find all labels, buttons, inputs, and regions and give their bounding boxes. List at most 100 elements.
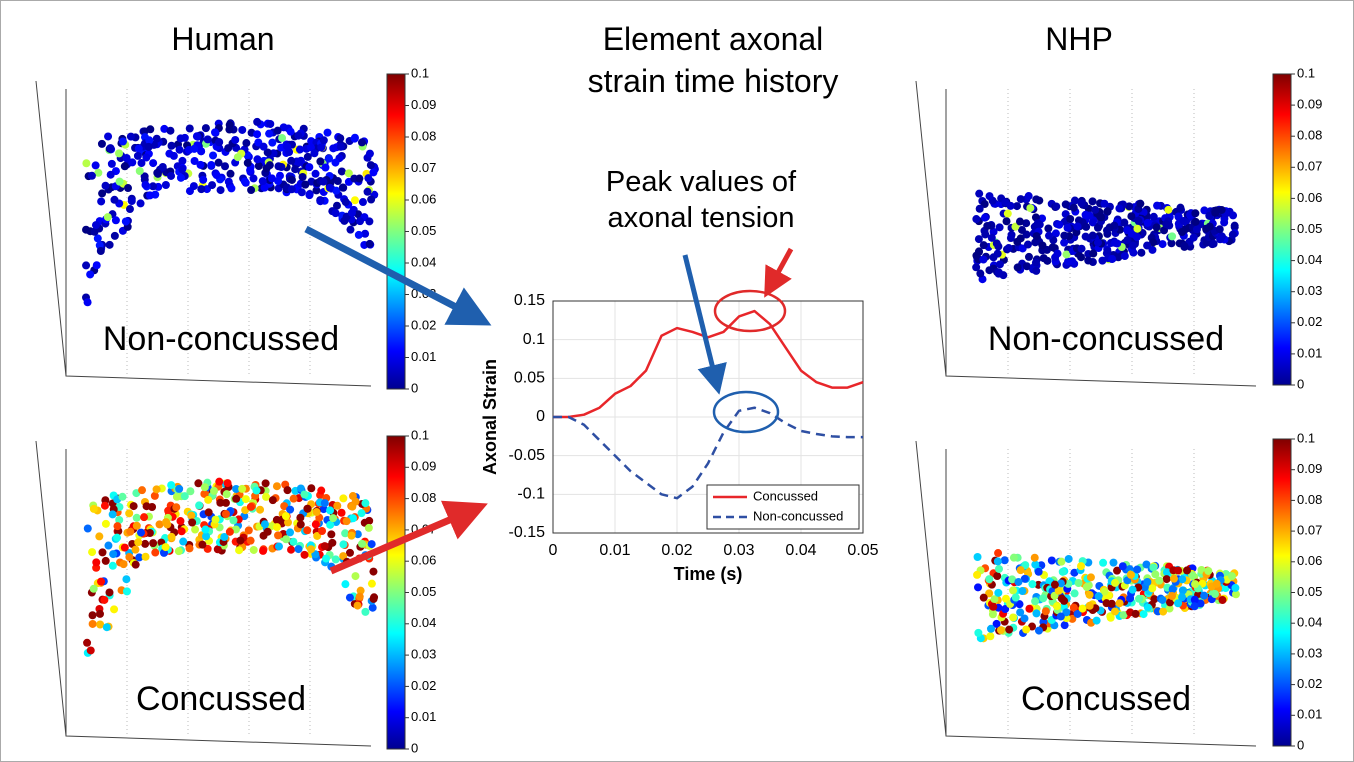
point-cloud-dot — [1150, 595, 1159, 604]
point-cloud-dot — [1016, 195, 1025, 204]
point-cloud-dot — [1014, 577, 1023, 586]
point-cloud-dot — [1120, 252, 1129, 261]
point-cloud-dot — [1109, 558, 1118, 567]
point-cloud-dot — [138, 486, 147, 495]
point-cloud-dot — [1143, 577, 1152, 586]
point-cloud-dot — [88, 619, 97, 628]
point-cloud-dot — [287, 156, 296, 165]
point-cloud-dot — [297, 188, 306, 197]
point-cloud-dot — [347, 208, 356, 217]
point-cloud-dot — [1009, 553, 1018, 562]
point-cloud-dot — [110, 231, 119, 240]
point-cloud-dot — [223, 479, 232, 488]
point-cloud-dot — [1044, 224, 1053, 233]
point-cloud-dot — [289, 494, 298, 503]
point-cloud-dot — [326, 506, 335, 515]
colorbar-tick-label: 0.04 — [411, 615, 436, 630]
point-cloud-dot — [222, 490, 231, 499]
point-cloud-dot — [366, 161, 375, 170]
point-cloud-dot — [361, 229, 370, 238]
point-cloud-dot — [1033, 219, 1042, 228]
colorbar-tick-label: 0.09 — [411, 97, 436, 112]
point-cloud-dot — [325, 183, 334, 192]
point-cloud-dot — [1183, 566, 1192, 575]
point-cloud-dot — [161, 181, 170, 190]
point-cloud-dot — [1115, 599, 1124, 608]
point-cloud-dot — [128, 158, 137, 167]
point-cloud-dot — [1151, 570, 1160, 579]
point-cloud-dot — [167, 171, 176, 180]
point-cloud-dot — [321, 163, 330, 172]
point-cloud-dot — [291, 165, 300, 174]
point-cloud-dot — [201, 124, 210, 133]
point-cloud-dot — [122, 587, 131, 596]
point-cloud-dot — [260, 520, 269, 529]
point-cloud-dot — [215, 138, 224, 147]
point-cloud-dot — [339, 552, 348, 561]
point-cloud-dot — [354, 210, 363, 219]
point-cloud-dot — [323, 128, 332, 137]
point-cloud-dot — [986, 624, 995, 633]
point-cloud-dot — [179, 537, 188, 546]
point-cloud-dot — [1165, 604, 1174, 613]
point-cloud-dot — [336, 134, 345, 143]
point-cloud-dot — [1128, 585, 1137, 594]
point-cloud-dot — [97, 197, 106, 206]
point-cloud-dot — [135, 553, 144, 562]
point-cloud-dot — [1139, 610, 1148, 619]
point-cloud-dot — [1127, 212, 1136, 221]
point-cloud-dot — [93, 234, 102, 243]
x-tick-label: 0 — [549, 542, 558, 559]
point-cloud-dot — [153, 169, 162, 178]
point-cloud-dot — [166, 126, 175, 135]
point-cloud-dot — [1077, 244, 1086, 253]
point-cloud-dot — [134, 538, 143, 547]
point-cloud-dot — [1021, 561, 1030, 570]
point-cloud-dot — [254, 161, 263, 170]
point-cloud-dot — [246, 536, 255, 545]
point-cloud-dot — [125, 205, 134, 214]
y-tick-label: 0.05 — [514, 370, 545, 387]
point-cloud-dot — [1215, 225, 1224, 234]
point-cloud-dot — [350, 196, 359, 205]
legend-label: Concussed — [753, 488, 818, 503]
point-cloud-dot — [1220, 218, 1229, 227]
point-cloud-dot — [1126, 594, 1135, 603]
point-cloud-dot — [265, 161, 274, 170]
point-cloud-dot — [287, 545, 296, 554]
point-cloud-dot — [1031, 258, 1040, 267]
point-cloud-dot — [213, 545, 222, 554]
point-cloud-dot — [101, 556, 110, 565]
point-cloud-dot — [107, 159, 116, 168]
point-cloud-dot — [238, 125, 247, 134]
point-cloud-dot — [1013, 202, 1022, 211]
axes-3d — [35, 440, 379, 747]
point-cloud-dot — [1092, 616, 1101, 625]
colorbar-tick-label: 0.05 — [1297, 221, 1322, 236]
point-cloud-dot — [141, 552, 150, 561]
point-cloud-dot — [340, 216, 349, 225]
point-cloud-dot — [339, 540, 348, 549]
point-cloud-dot — [331, 555, 340, 564]
point-cloud-dot — [1148, 245, 1157, 254]
point-cloud-dot — [349, 514, 358, 523]
point-cloud-dot — [94, 168, 103, 177]
point-cloud-dot — [1047, 556, 1056, 565]
point-cloud-dot — [322, 554, 331, 563]
x-tick-label: 0.01 — [599, 542, 630, 559]
point-cloud-dot — [272, 523, 281, 532]
point-cloud-dot — [1088, 231, 1097, 240]
point-cloud-dot — [1007, 230, 1016, 239]
point-cloud-dot — [1167, 239, 1176, 248]
point-cloud-dot — [151, 548, 160, 557]
point-cloud-dot — [1060, 238, 1069, 247]
point-cloud-dot — [95, 609, 104, 618]
point-cloud-dot — [1074, 216, 1083, 225]
colorbar — [386, 435, 406, 750]
point-cloud-dot — [1158, 595, 1167, 604]
point-cloud-dot — [106, 170, 115, 179]
point-cloud-dot — [120, 543, 129, 552]
point-cloud-dot — [103, 213, 112, 222]
